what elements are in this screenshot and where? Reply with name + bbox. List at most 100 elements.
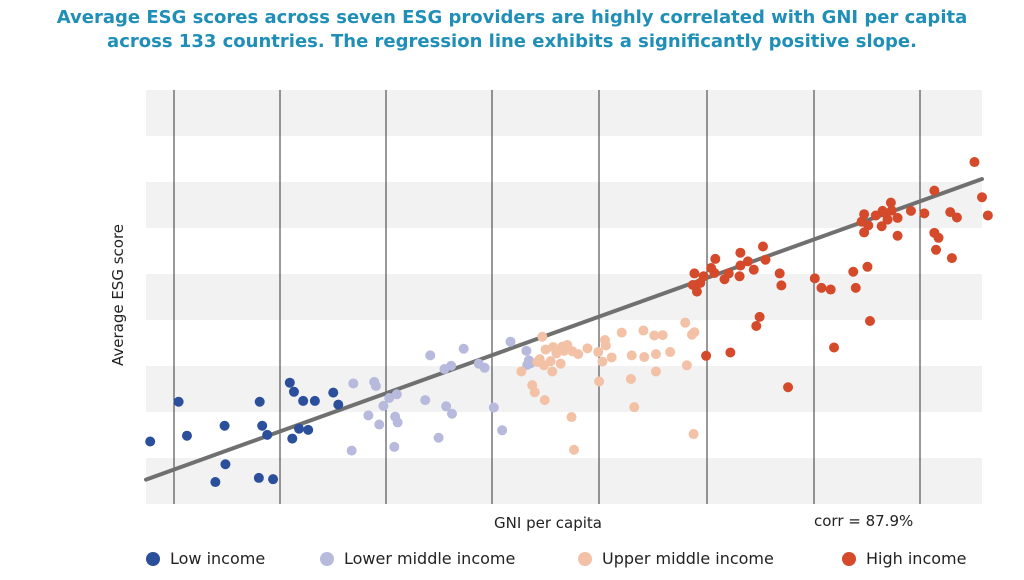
data-point [689,327,700,338]
data-point [876,221,887,232]
data-point [370,381,381,392]
data-point [582,343,593,354]
data-point [606,352,617,363]
data-point [293,423,304,434]
data-point [723,268,734,279]
data-point [859,209,870,220]
data-point [268,474,279,485]
data-point [458,343,469,354]
data-point [420,395,431,406]
data-point [862,261,873,272]
data-point [649,330,660,341]
data-point [219,420,230,431]
data-point [625,373,636,384]
data-point [446,408,457,419]
data-point [348,378,359,389]
data-point [374,419,385,430]
data-point [638,325,649,336]
data-point [521,345,532,356]
data-point [257,420,268,431]
data-point [287,433,298,444]
data-point [650,349,661,360]
data-point [303,424,314,435]
data-point [665,347,676,358]
data-point [863,220,874,231]
data-point [384,393,395,404]
data-point [309,395,320,406]
data-point [951,212,962,223]
data-point [545,356,556,367]
data-point [757,241,768,252]
data-point [425,350,436,361]
legend: Low income Lower middle income Upper mid… [0,549,1024,575]
data-point [929,185,940,196]
data-point [639,352,650,363]
grid-band [146,412,982,458]
data-point [945,207,956,218]
data-point [725,347,736,358]
legend-item-upper-middle-income: Upper middle income [578,549,774,568]
grid-band [146,136,982,182]
grid-band [146,274,982,320]
data-point [540,344,551,355]
regression-line [144,177,984,482]
data-point [391,389,402,400]
data-point [886,205,897,216]
data-point [298,395,309,406]
legend-item-lower-middle-income: Lower middle income [320,549,515,568]
data-point [288,386,299,397]
data-point [734,271,745,282]
data-point [892,230,903,241]
data-point [363,410,374,421]
data-point [573,349,584,360]
data-point [173,396,184,407]
data-point [600,340,611,351]
grid-band [146,90,982,136]
data-point [809,273,820,284]
chart-title: Average ESG scores across seven ESG prov… [0,6,1024,54]
data-point [650,366,661,377]
data-point [825,284,836,295]
legend-swatch [320,551,334,566]
data-point [441,401,452,412]
legend-item-high-income: High income [842,549,966,568]
data-point [754,311,765,322]
data-point [710,253,721,264]
data-point [497,425,508,436]
data-point [566,412,577,423]
legend-item-low-income: Low income [146,549,265,568]
data-point [691,286,702,297]
data-point [392,417,403,428]
chart-title-line-1: Average ESG scores across seven ESG prov… [56,7,968,28]
data-point [547,366,558,377]
data-point [774,268,785,279]
data-point [616,327,627,338]
legend-label: High income [866,549,967,568]
data-point [688,429,699,440]
data-point [210,477,221,488]
data-point [328,387,339,398]
x-axis-label: GNI per capita [494,514,602,532]
data-point [977,192,987,203]
legend-label: Upper middle income [602,549,774,568]
data-point [735,260,746,271]
data-point [537,331,548,342]
data-point [709,267,720,278]
data-point [181,430,192,441]
legend-swatch [842,551,856,566]
data-point [681,360,692,371]
data-point [145,436,156,447]
data-point [629,402,640,413]
data-point [569,444,580,455]
data-point [882,214,893,225]
data-point [505,336,516,347]
data-point [701,350,712,361]
data-point [919,208,930,219]
data-point [982,210,993,221]
data-point [220,459,231,470]
grid-band [146,458,982,504]
data-point [783,382,794,393]
data-point [760,254,771,265]
data-point [539,395,550,406]
